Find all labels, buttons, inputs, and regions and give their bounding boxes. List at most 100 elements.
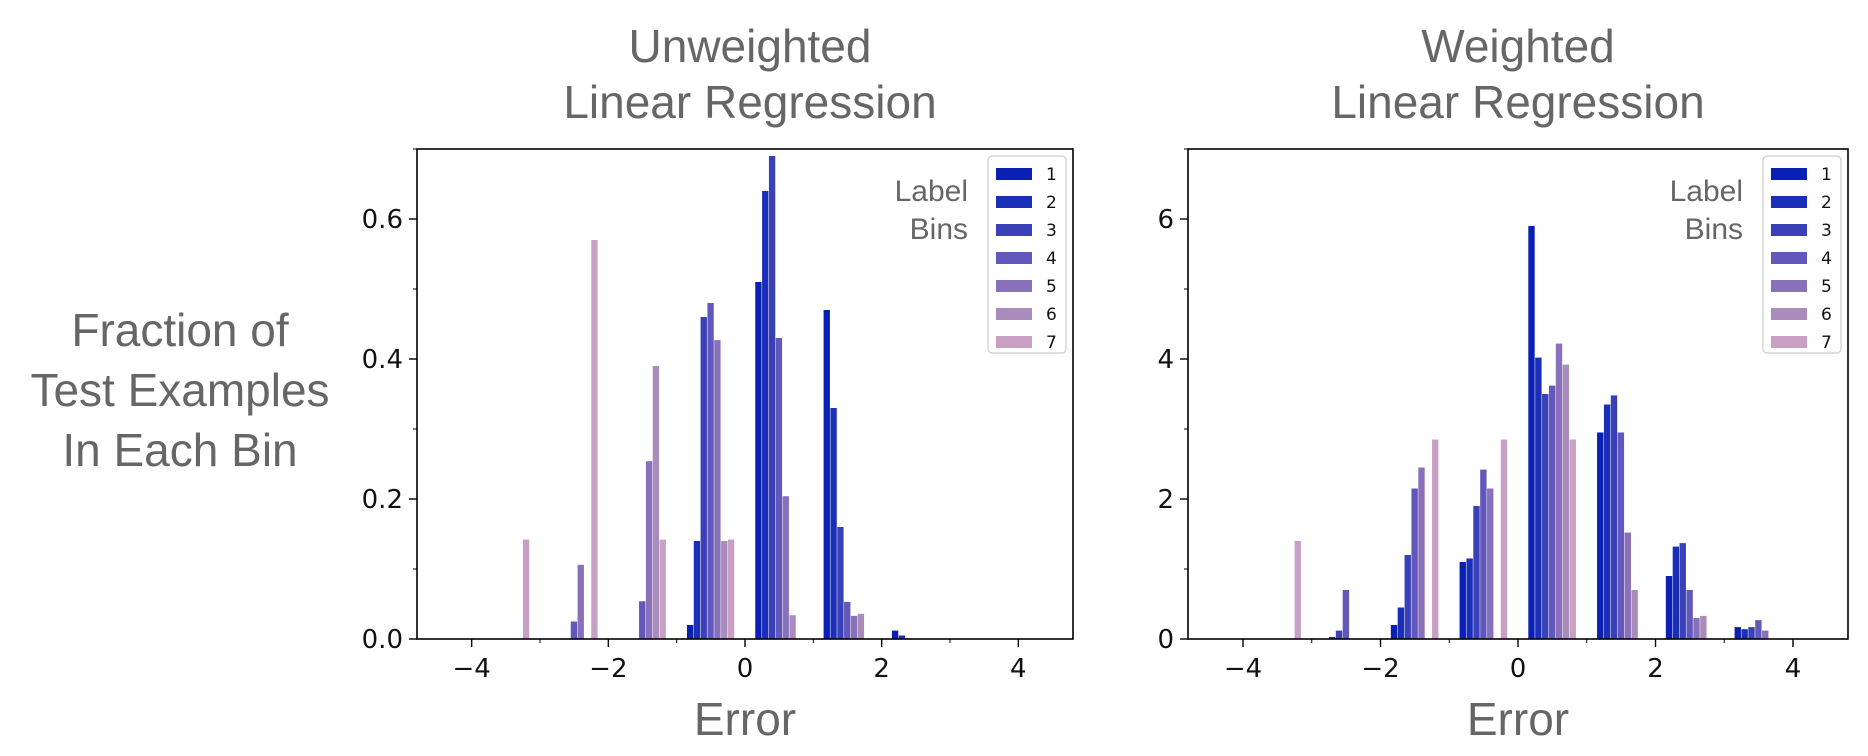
bar-series-1-bin-6 [823, 310, 830, 639]
bar-series-5-bin-6 [850, 615, 858, 639]
x-tick-label: −4 [1224, 654, 1262, 684]
legend-swatch-1 [1771, 168, 1807, 180]
legend-title-line-1: Label [895, 175, 968, 208]
legend-label-3: 3 [1046, 221, 1057, 241]
chart-title-line-2: Linear Regression [1331, 76, 1704, 128]
x-tick-label: −4 [453, 654, 491, 684]
bar-series-5-bin-4 [1487, 488, 1494, 639]
legend-label-6: 6 [1821, 305, 1832, 325]
bar-series-5-bin-5 [782, 496, 789, 639]
y-label-line-1: Fraction of [71, 304, 289, 356]
shared-y-axis-label: Fraction of Test Examples In Each Bin [10, 300, 350, 480]
bar-series-4-bin-6 [844, 601, 851, 639]
legend-title-line-2: Bins [1685, 213, 1743, 246]
legend-label-5: 5 [1821, 277, 1832, 297]
bar-series-4-bin-3 [639, 601, 646, 639]
bar-series-7-bin-3 [659, 539, 666, 639]
bar-series-2-bin-7 [1672, 546, 1680, 639]
bar-series-6-bin-4 [721, 541, 728, 639]
y-tick-label: 0.6 [362, 205, 403, 235]
y-tick-label: 0.0 [362, 625, 403, 655]
bar-series-5-bin-6 [1624, 532, 1631, 639]
legend-label-4: 4 [1821, 249, 1832, 269]
legend-label-5: 5 [1046, 277, 1057, 297]
bar-series-5-bin-5 [1555, 343, 1563, 639]
legend-swatch-3 [1771, 224, 1807, 236]
bar-series-2-bin-2 [1328, 636, 1336, 639]
bar-series-6-bin-5 [1562, 364, 1570, 639]
bar-series-3-bin-8 [1748, 627, 1755, 639]
bar-series-3-bin-7 [1679, 543, 1686, 639]
legend-swatch-5 [996, 280, 1032, 292]
y-label-line-2: Test Examples [30, 364, 330, 416]
bar-series-1-bin-8 [1734, 627, 1741, 639]
bar-series-1-bin-6 [1597, 432, 1604, 639]
bar-series-6-bin-7 [1700, 615, 1707, 639]
bar-series-4-bin-5 [775, 338, 783, 639]
x-axis-label: Error [694, 693, 796, 745]
x-tick-label: 2 [873, 654, 890, 684]
legend-swatch-3 [996, 224, 1032, 236]
bar-series-3-bin-5 [768, 156, 776, 639]
bar-series-3-bin-6 [837, 527, 844, 639]
chart-title-line-1: Unweighted [629, 20, 872, 72]
bar-series-7-bin-2 [591, 240, 598, 639]
legend-label-7: 7 [1046, 333, 1057, 353]
bar-series-6-bin-6 [857, 613, 865, 639]
bar-series-7-bin-3 [1432, 439, 1439, 639]
y-tick-label: 0 [1157, 625, 1174, 655]
legend-label-1: 1 [1821, 165, 1832, 185]
legend-swatch-4 [996, 252, 1032, 264]
bar-series-7-bin-1 [522, 539, 530, 639]
bar-series-1-bin-5 [755, 282, 762, 639]
bar-series-7-bin-4 [727, 539, 735, 639]
bar-series-2-bin-4 [693, 541, 701, 639]
bar-series-5-bin-3 [1418, 467, 1425, 639]
bar-series-1-bin-3 [1390, 625, 1398, 639]
bar-series-7-bin-4 [1500, 439, 1508, 639]
bar-series-3-bin-4 [700, 317, 707, 639]
y-tick-label: 4 [1157, 345, 1174, 375]
legend-swatch-7 [1771, 336, 1807, 348]
y-tick-label: 0.4 [362, 345, 403, 375]
bar-series-4-bin-4 [1480, 469, 1487, 639]
y-label-line-3: In Each Bin [62, 424, 298, 476]
legend-swatch-4 [1771, 252, 1807, 264]
bar-series-5-bin-3 [645, 461, 653, 639]
bar-series-2-bin-8 [1741, 629, 1748, 639]
legend-swatch-6 [996, 308, 1032, 320]
bar-series-1-bin-7 [891, 630, 899, 639]
legend-swatch-1 [996, 168, 1032, 180]
legend-swatch-6 [1771, 308, 1807, 320]
legend-swatch-2 [996, 196, 1032, 208]
bar-series-5-bin-7 [1693, 618, 1700, 639]
bar-series-7-bin-1 [1294, 541, 1301, 639]
x-tick-label: 4 [1010, 654, 1027, 684]
bar-series-2-bin-4 [1466, 558, 1473, 639]
legend-label-7: 7 [1821, 333, 1832, 353]
plot-frame [1187, 148, 1849, 640]
bar-series-7-bin-5 [1569, 439, 1576, 639]
bar-series-4-bin-2 [1342, 590, 1350, 639]
bar-series-6-bin-6 [1631, 590, 1638, 639]
bar-series-2-bin-6 [1603, 404, 1611, 639]
legend-label-6: 6 [1046, 305, 1057, 325]
bar-series-4-bin-8 [1755, 620, 1762, 639]
x-tick-label: −2 [1361, 654, 1399, 684]
legend-title-line-1: Label [1670, 175, 1743, 208]
bar-series-4-bin-6 [1617, 432, 1625, 639]
bar-series-1-bin-4 [1459, 562, 1466, 639]
bar-series-6-bin-5 [789, 615, 796, 639]
bar-series-2-bin-5 [762, 191, 769, 639]
bar-series-5-bin-4 [714, 340, 721, 639]
legend-swatch-5 [1771, 280, 1807, 292]
x-tick-label: −2 [589, 654, 627, 684]
legend-swatch-2 [1771, 196, 1807, 208]
x-axis-label: Error [1467, 693, 1569, 745]
bar-series-2-bin-7 [898, 635, 906, 639]
chart-title-line-2: Linear Regression [563, 76, 936, 128]
bar-series-3-bin-5 [1542, 394, 1549, 639]
